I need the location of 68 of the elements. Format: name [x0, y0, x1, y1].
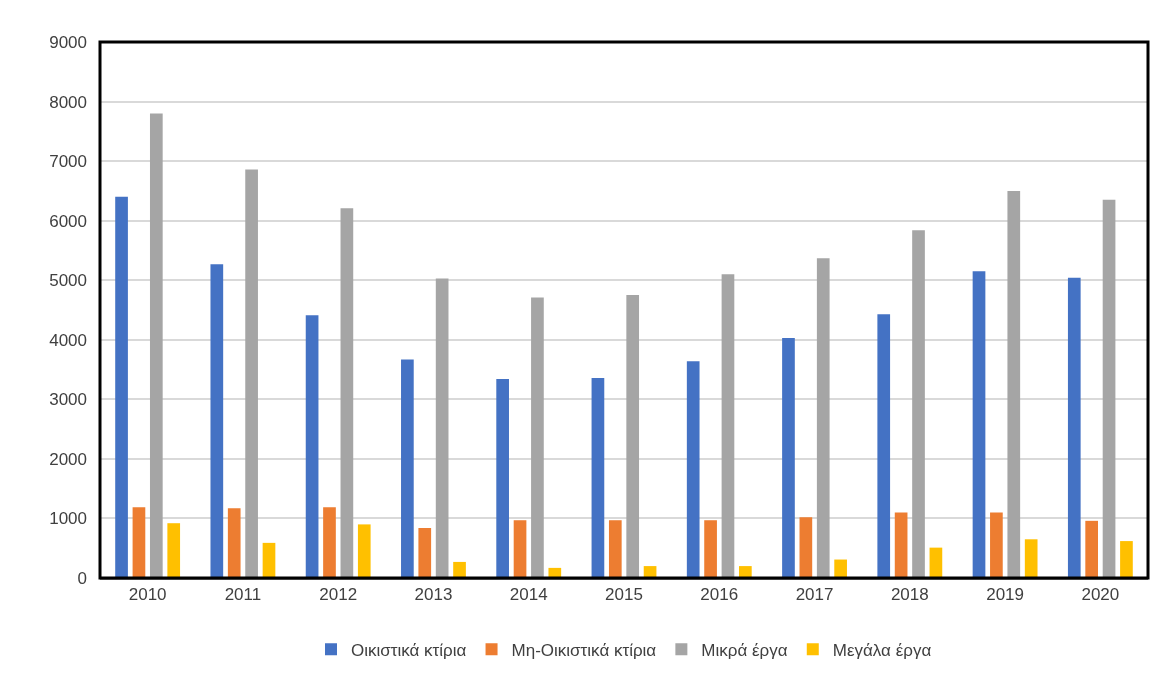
bar: [990, 512, 1003, 578]
y-tick-label: 6000: [49, 211, 87, 231]
y-tick-label: 5000: [49, 271, 87, 291]
bar: [1102, 199, 1116, 578]
bar: [418, 527, 432, 578]
bar: [548, 567, 562, 578]
x-tick-label: 2016: [700, 585, 739, 605]
x-tick-label: 2011: [224, 585, 262, 605]
bar: [1024, 539, 1038, 578]
bar: [721, 274, 735, 578]
bar: [782, 337, 795, 578]
y-tick-label: 0: [77, 568, 87, 588]
y-tick-label: 1000: [49, 509, 87, 529]
bar: [799, 517, 813, 578]
bar: [115, 196, 128, 578]
x-tick-label: 2020: [1081, 585, 1120, 605]
x-tick-label: 2017: [795, 585, 834, 605]
y-tick-label: 3000: [49, 390, 87, 410]
y-tick-label: 9000: [49, 32, 87, 52]
bar: [929, 547, 943, 578]
bar: [591, 377, 605, 578]
bar: [401, 359, 414, 578]
x-tick-label: 2012: [319, 585, 358, 605]
bar: [1120, 541, 1133, 578]
y-tick-label: 4000: [49, 330, 87, 350]
y-tick-label: 2000: [49, 449, 87, 469]
bar: [531, 297, 544, 578]
bar: [132, 507, 146, 578]
bar: [1007, 190, 1021, 578]
bar: [245, 169, 258, 578]
x-tick-label: 2014: [509, 585, 548, 605]
legend-label: Οικιστικά κτίρια: [351, 640, 467, 660]
x-tick-label: 2019: [986, 585, 1024, 605]
bar: [877, 314, 891, 578]
bar: [496, 379, 509, 578]
legend-label: Μεγάλα έργα: [832, 640, 932, 660]
bar: [340, 208, 354, 578]
bar: [608, 520, 622, 578]
bar: [972, 271, 986, 578]
y-tick-label: 7000: [49, 152, 87, 172]
bar: [894, 512, 908, 578]
bar: [453, 561, 466, 578]
bar: [739, 566, 752, 578]
bar: [834, 559, 847, 578]
bar: [816, 258, 830, 578]
bar: [912, 230, 925, 578]
bar: [262, 542, 276, 578]
x-tick-label: 2013: [414, 585, 453, 605]
legend-label: Μη-Οικιστικά κτίρια: [511, 640, 657, 660]
bar: [227, 508, 241, 578]
x-tick-label: 2015: [605, 585, 643, 605]
bar: [1085, 520, 1099, 578]
bar: [704, 520, 717, 578]
bar: [357, 524, 371, 578]
bar: [686, 361, 700, 578]
bar: [210, 264, 224, 578]
x-tick-label: 2018: [890, 585, 929, 605]
bar: [167, 523, 181, 578]
bar: [305, 315, 319, 578]
legend-label: Μικρά έργα: [701, 640, 788, 660]
y-tick-label: 8000: [49, 92, 87, 112]
bar: [149, 113, 163, 578]
bar: [323, 507, 336, 578]
x-tick-label: 2010: [128, 585, 167, 605]
bar: [1067, 277, 1081, 578]
bar: [513, 520, 527, 578]
bar: [435, 278, 449, 578]
bar: [626, 295, 640, 578]
